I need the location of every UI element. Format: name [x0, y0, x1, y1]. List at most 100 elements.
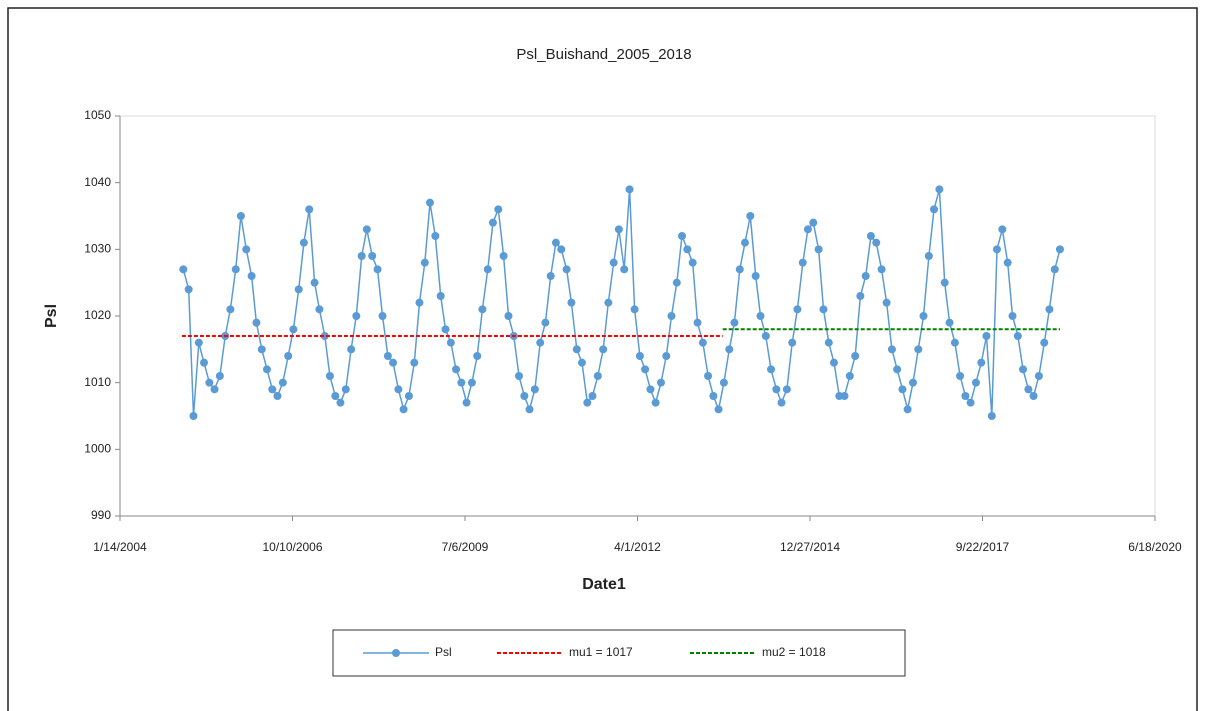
- legend-marker: [392, 649, 400, 657]
- data-point: [289, 325, 298, 334]
- data-point: [378, 312, 387, 320]
- data-point: [473, 352, 482, 360]
- y-tick-label: 1030: [84, 242, 111, 256]
- data-point: [872, 238, 881, 247]
- data-point: [756, 312, 765, 320]
- data-point: [520, 392, 529, 400]
- data-point: [761, 332, 770, 340]
- data-point: [730, 318, 739, 327]
- data-point: [824, 338, 833, 347]
- data-point: [856, 292, 865, 300]
- data-point: [678, 232, 687, 240]
- data-point: [551, 238, 560, 247]
- data-point: [788, 338, 797, 347]
- data-point: [320, 332, 329, 340]
- data-point: [205, 378, 214, 387]
- data-point: [583, 398, 592, 407]
- data-point: [425, 198, 434, 207]
- data-point: [814, 245, 823, 254]
- data-point: [809, 218, 818, 227]
- data-point: [950, 338, 959, 347]
- data-point: [782, 385, 791, 394]
- data-point: [1034, 372, 1043, 380]
- data-point: [488, 218, 497, 227]
- x-tick-label: 12/27/2014: [780, 540, 840, 554]
- data-point: [504, 312, 513, 320]
- data-point: [987, 412, 996, 420]
- data-point: [982, 332, 991, 340]
- data-point: [599, 345, 608, 354]
- data-point: [614, 225, 623, 234]
- data-point: [541, 318, 550, 327]
- data-point: [347, 345, 356, 354]
- data-point: [861, 272, 870, 280]
- y-tick-label: 990: [91, 508, 111, 522]
- data-point: [284, 352, 293, 360]
- x-tick-label: 1/14/2004: [93, 540, 147, 554]
- data-point: [325, 372, 334, 380]
- data-point: [331, 392, 340, 400]
- data-point: [273, 392, 282, 400]
- data-point: [945, 318, 954, 327]
- data-point: [467, 378, 476, 387]
- data-point: [247, 272, 256, 280]
- data-point: [882, 298, 891, 307]
- data-point: [194, 338, 203, 347]
- data-point: [236, 212, 245, 220]
- data-point: [704, 372, 713, 380]
- data-point: [719, 378, 728, 387]
- data-point: [394, 385, 403, 394]
- data-point: [840, 392, 849, 400]
- data-point: [1055, 245, 1064, 254]
- data-point: [893, 365, 902, 374]
- data-point: [898, 385, 907, 394]
- data-point: [577, 358, 586, 367]
- data-point: [683, 245, 692, 254]
- data-point: [593, 372, 602, 380]
- chart-frame: [7, 7, 1198, 711]
- data-point: [625, 185, 634, 194]
- data-point: [662, 352, 671, 360]
- data-point: [242, 245, 251, 254]
- data-point: [294, 285, 303, 294]
- data-point: [399, 405, 408, 414]
- data-point: [641, 365, 650, 374]
- data-point: [588, 392, 597, 400]
- legend-label: mu2 = 1018: [762, 645, 826, 659]
- data-point: [1040, 338, 1049, 347]
- data-point: [667, 312, 676, 320]
- data-point: [352, 312, 361, 320]
- x-tick-label: 4/1/2012: [614, 540, 661, 554]
- x-tick-label: 9/22/2017: [956, 540, 1010, 554]
- x-tick-label: 10/10/2006: [262, 540, 322, 554]
- data-point: [956, 372, 965, 380]
- data-point: [777, 398, 786, 407]
- data-point: [315, 305, 324, 314]
- data-point: [829, 358, 838, 367]
- series-line: [182, 189, 1061, 417]
- data-point: [793, 305, 802, 314]
- data-point: [877, 265, 886, 274]
- data-point: [609, 258, 618, 267]
- data-point: [530, 385, 539, 394]
- data-point: [646, 385, 655, 394]
- data-point: [184, 285, 193, 294]
- data-point: [336, 398, 345, 407]
- data-point: [200, 358, 209, 367]
- data-point: [887, 345, 896, 354]
- y-tick-label: 1040: [84, 175, 111, 189]
- data-point: [1024, 385, 1033, 394]
- data-point: [226, 305, 235, 314]
- data-point: [903, 405, 912, 414]
- data-point: [494, 205, 503, 214]
- data-point: [179, 265, 188, 274]
- data-point: [389, 358, 398, 367]
- data-point: [452, 365, 461, 374]
- data-point: [215, 372, 224, 380]
- y-tick-label: 1000: [84, 442, 111, 456]
- data-point: [305, 205, 314, 214]
- data-point: [404, 392, 413, 400]
- legend-label: Psl: [435, 645, 452, 659]
- data-point: [210, 385, 219, 394]
